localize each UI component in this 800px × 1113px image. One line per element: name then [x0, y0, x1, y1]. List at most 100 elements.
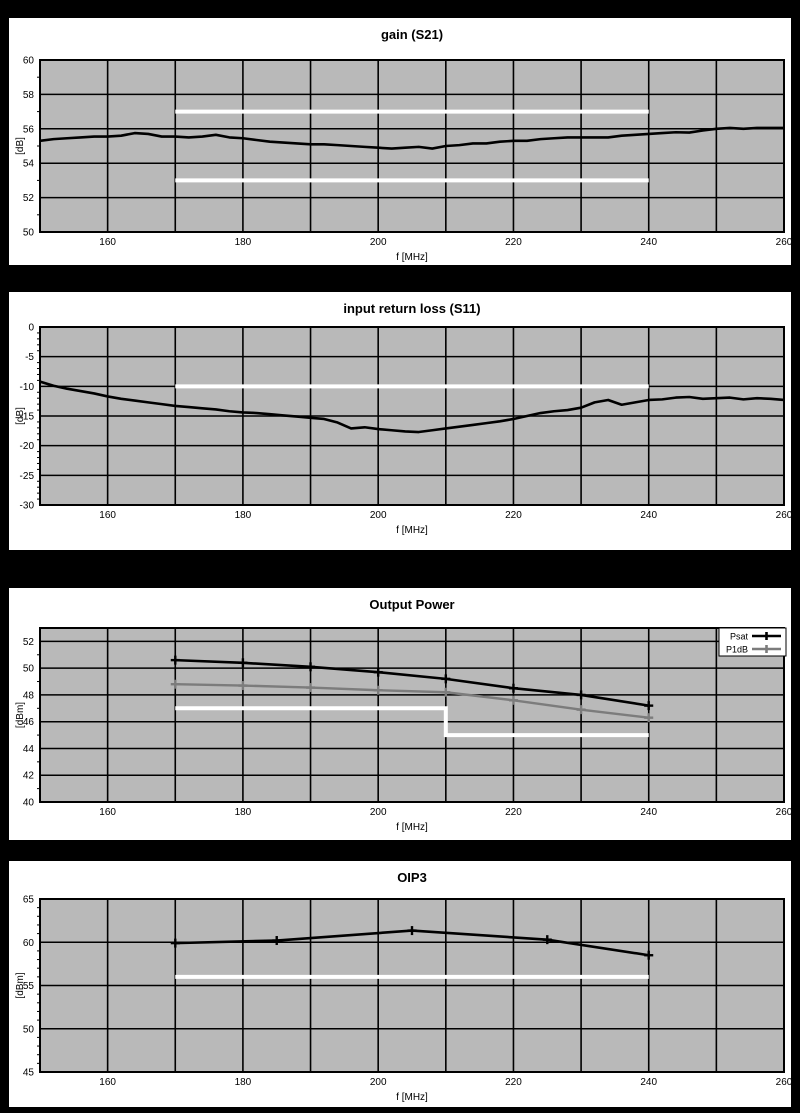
svg-text:200: 200	[370, 807, 387, 818]
svg-text:220: 220	[505, 807, 522, 818]
svg-text:52: 52	[23, 637, 35, 648]
y-tick-labels: 45 50 55 60 65	[23, 895, 35, 1079]
svg-text:180: 180	[235, 510, 252, 521]
svg-text:160: 160	[99, 510, 116, 521]
x-tick-labels: 160 180 200 220 240 260	[99, 237, 791, 248]
plot-border	[39, 59, 785, 233]
panel-oip3: OIP3 45 50 55 60 65 160 180 200 220 240 260 [dBm] f …	[9, 861, 791, 1107]
input-return-loss-s11-chart: -30 -25 -20 -15 -10 -5 0 160 180 200 220 240 260 [dB]…	[15, 323, 791, 537]
svg-text:160: 160	[99, 807, 116, 818]
svg-text:65: 65	[23, 895, 35, 906]
svg-text:200: 200	[370, 237, 387, 248]
y-tick-labels: 50 52 54 56 58 60	[23, 56, 35, 239]
chart-title: input return loss (S11)	[343, 301, 481, 316]
svg-text:220: 220	[505, 1077, 522, 1088]
svg-text:240: 240	[640, 807, 657, 818]
plot-border	[39, 627, 785, 803]
svg-text:50: 50	[23, 664, 35, 675]
series-markers	[170, 655, 654, 711]
x-axis-title: f [MHz]	[396, 822, 428, 833]
svg-text:180: 180	[235, 807, 252, 818]
chart-title: Output Power	[369, 597, 455, 612]
series-S11	[39, 380, 785, 434]
panel-output-power: Output Power 40 42 44 46 48 50 52 160 180 200 220 2…	[9, 588, 791, 840]
limit-line-spec-step-47-45dBm	[175, 706, 649, 738]
svg-text:50: 50	[23, 1024, 35, 1035]
svg-text:-5: -5	[25, 352, 34, 363]
series-markers	[170, 679, 654, 723]
chart-title: gain (S21)	[380, 27, 444, 42]
plot-area	[40, 628, 784, 802]
svg-text:-30: -30	[20, 501, 35, 512]
svg-text:55: 55	[23, 981, 35, 992]
series-line	[175, 683, 649, 719]
y-axis-title: [dB]	[15, 137, 26, 155]
x-tick-labels: 160 180 200 220 240 260	[99, 510, 791, 521]
svg-text:-20: -20	[20, 441, 35, 452]
svg-text:-15: -15	[20, 412, 35, 423]
legend-label-P1dB: P1dB	[726, 645, 748, 655]
x-axis-title: f [MHz]	[396, 525, 428, 536]
svg-text:50: 50	[23, 228, 35, 239]
svg-text:52: 52	[23, 193, 35, 204]
y-tick-labels: 40 42 44 46 48 50 52	[23, 637, 35, 809]
svg-text:54: 54	[23, 159, 35, 170]
svg-text:-25: -25	[20, 471, 35, 482]
oip3-chart: 45 50 55 60 65 160 180 200 220 240 260 [dBm] f [MHz]	[15, 895, 791, 1104]
x-tick-labels: 160 180 200 220 240 260	[99, 1077, 791, 1088]
svg-text:260: 260	[776, 1077, 791, 1088]
svg-text:220: 220	[505, 510, 522, 521]
svg-text:44: 44	[23, 744, 35, 755]
legend-box	[718, 627, 787, 657]
series-OIP3	[170, 926, 654, 960]
svg-text:40: 40	[23, 798, 35, 809]
svg-text:60: 60	[23, 938, 35, 949]
legend-label-Psat: Psat	[730, 632, 749, 642]
x-axis-title: f [MHz]	[396, 252, 428, 263]
plot-border	[39, 898, 785, 1073]
x-axis-title: f [MHz]	[396, 1092, 428, 1103]
svg-text:56: 56	[23, 124, 35, 135]
gain-s21-chart: 50 52 54 56 58 60 160 180 200 220 240 260 [dB] f [MHz…	[15, 56, 791, 264]
series-line	[39, 380, 785, 434]
output-power-chart: 40 42 44 46 48 50 52 160 180 200 220 240 260 [dBm] f […	[15, 627, 791, 833]
svg-text:260: 260	[776, 807, 791, 818]
y-gridlines	[40, 941, 784, 1030]
svg-text:42: 42	[23, 771, 35, 782]
svg-text:260: 260	[776, 237, 791, 248]
series-line	[175, 658, 649, 707]
panel-gain-s21: gain (S21) 50 52 54 56 58 60 160 180 200 220 240 26…	[9, 18, 791, 265]
svg-text:0: 0	[28, 323, 34, 334]
y-tick-labels: -30 -25 -20 -15 -10 -5 0	[20, 323, 35, 512]
plot-border	[39, 326, 785, 506]
svg-text:240: 240	[640, 237, 657, 248]
series-P1dB	[170, 679, 654, 723]
legend: Psat P1dB	[718, 627, 787, 657]
y-gridlines	[40, 640, 784, 776]
y-axis-title: [dBm]	[15, 972, 26, 998]
chart-title: OIP3	[397, 870, 427, 885]
svg-text:180: 180	[235, 1077, 252, 1088]
svg-text:-10: -10	[20, 382, 35, 393]
panel-input-return-loss: input return loss (S11) -30 -25 -20 -15 -10-…	[9, 292, 791, 550]
series-line	[39, 126, 784, 150]
svg-text:60: 60	[23, 56, 35, 67]
svg-text:45: 45	[23, 1068, 35, 1079]
series-Psat	[170, 655, 654, 711]
x-tick-labels: 160 180 200 220 240 260	[99, 807, 791, 818]
svg-text:240: 240	[640, 510, 657, 521]
y-gridlines	[40, 93, 784, 199]
series-S21	[39, 126, 784, 150]
svg-text:46: 46	[23, 717, 35, 728]
svg-text:48: 48	[23, 690, 35, 701]
svg-text:220: 220	[505, 237, 522, 248]
svg-text:200: 200	[370, 510, 387, 521]
svg-text:160: 160	[99, 1077, 116, 1088]
svg-text:260: 260	[776, 510, 791, 521]
svg-text:160: 160	[99, 237, 116, 248]
svg-text:180: 180	[235, 237, 252, 248]
y-axis-title: [dBm]	[15, 702, 26, 728]
svg-text:200: 200	[370, 1077, 387, 1088]
series-markers	[170, 926, 654, 960]
